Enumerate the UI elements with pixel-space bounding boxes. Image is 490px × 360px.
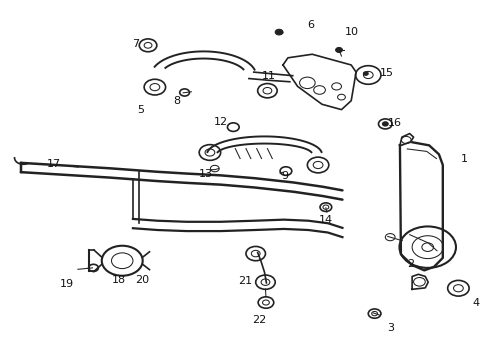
Text: 8: 8 bbox=[173, 96, 180, 107]
Circle shape bbox=[382, 122, 388, 126]
Text: 10: 10 bbox=[345, 27, 359, 37]
Text: 3: 3 bbox=[388, 323, 394, 333]
Text: 7: 7 bbox=[132, 39, 139, 49]
Text: 13: 13 bbox=[199, 168, 213, 179]
Text: 6: 6 bbox=[307, 19, 314, 30]
Polygon shape bbox=[400, 134, 414, 145]
Text: 22: 22 bbox=[252, 315, 267, 325]
Text: 5: 5 bbox=[137, 105, 144, 115]
Text: 15: 15 bbox=[380, 68, 394, 78]
Text: 21: 21 bbox=[238, 276, 252, 286]
Circle shape bbox=[364, 72, 368, 75]
Circle shape bbox=[275, 29, 283, 35]
Text: 16: 16 bbox=[388, 118, 402, 128]
Text: 19: 19 bbox=[60, 279, 74, 289]
Text: 18: 18 bbox=[112, 275, 126, 285]
Text: 2: 2 bbox=[407, 259, 414, 269]
Text: 12: 12 bbox=[214, 117, 228, 127]
Text: 17: 17 bbox=[47, 159, 61, 169]
Polygon shape bbox=[412, 274, 428, 289]
Circle shape bbox=[336, 48, 343, 53]
Text: 11: 11 bbox=[261, 71, 275, 81]
Text: 14: 14 bbox=[318, 215, 332, 225]
Text: 4: 4 bbox=[473, 298, 480, 308]
Text: 1: 1 bbox=[461, 154, 468, 163]
Text: 20: 20 bbox=[135, 275, 149, 285]
Text: 9: 9 bbox=[281, 171, 289, 181]
